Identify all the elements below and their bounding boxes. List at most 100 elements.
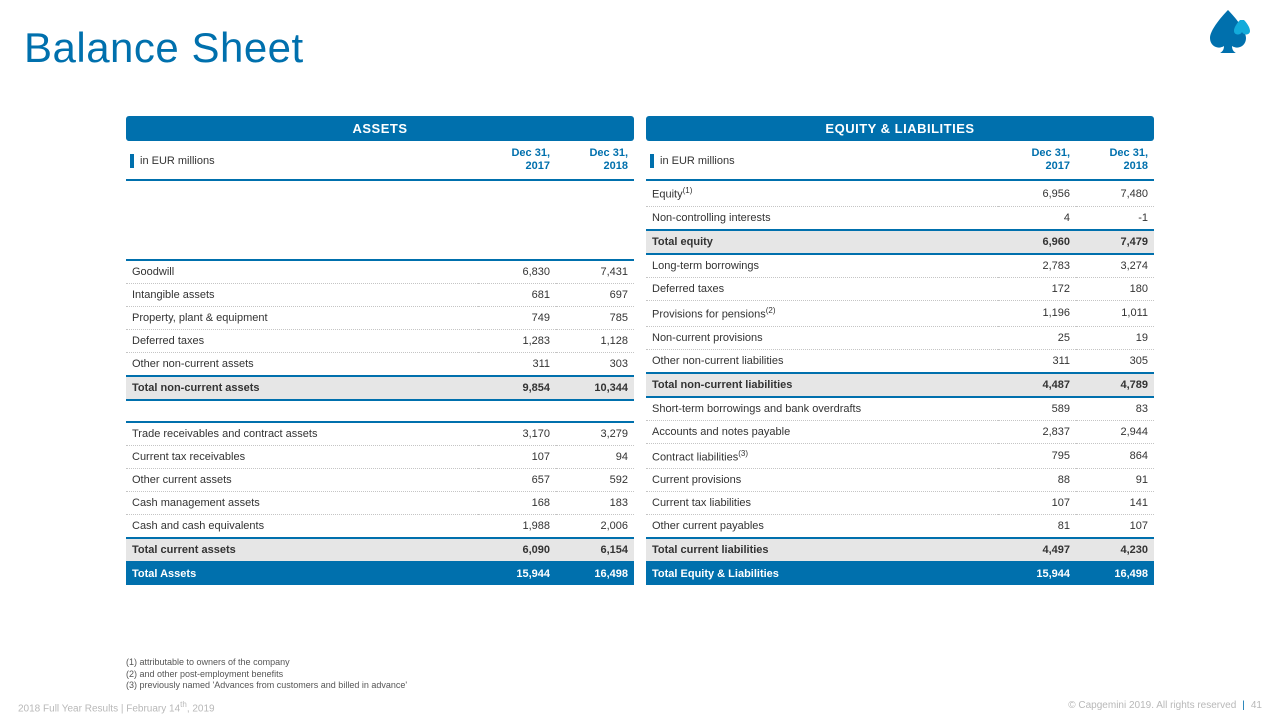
- table-row: Current tax receivables10794: [126, 446, 634, 469]
- table-row: Other current payables81107: [646, 515, 1154, 539]
- table-row: Provisions for pensions(2)1,1961,011: [646, 301, 1154, 327]
- row-label: Total Equity & Liabilities: [646, 562, 998, 585]
- table-row: Goodwill6,8307,431: [126, 260, 634, 284]
- cell-2018: 2,944: [1076, 420, 1154, 443]
- cell-2017: 4,497: [998, 538, 1076, 562]
- cell-2017: 81: [998, 515, 1076, 539]
- row-label: Current tax receivables: [126, 446, 478, 469]
- table-row: Long-term borrowings2,7833,274: [646, 254, 1154, 278]
- cell-2017: 9,854: [478, 376, 556, 400]
- table-row: Trade receivables and contract assets3,1…: [126, 422, 634, 446]
- table-row: Contract liabilities(3)795864: [646, 443, 1154, 469]
- cell-2018: 6,154: [556, 538, 634, 562]
- cell-2018: 16,498: [556, 562, 634, 585]
- page-title: Balance Sheet: [24, 24, 304, 72]
- cell-2017: 4: [998, 207, 1076, 231]
- row-label: Cash and cash equivalents: [126, 515, 478, 539]
- table-row: Total Equity & Liabilities15,94416,498: [646, 562, 1154, 585]
- row-label: Trade receivables and contract assets: [126, 422, 478, 446]
- cell-2018: 7,431: [556, 260, 634, 284]
- table-row: Total equity6,9607,479: [646, 230, 1154, 254]
- table-row: Total current assets6,0906,154: [126, 538, 634, 562]
- cell-2017: 795: [998, 443, 1076, 469]
- row-label: Other non-current assets: [126, 353, 478, 377]
- col-2018: Dec 31,2018: [556, 141, 634, 180]
- cell-2018: 16,498: [1076, 562, 1154, 585]
- cell-2018: 7,479: [1076, 230, 1154, 254]
- footnotes: (1) attributable to owners of the compan…: [126, 657, 407, 692]
- footnote: (3) previously named 'Advances from cust…: [126, 680, 407, 692]
- cell-2017: 681: [478, 284, 556, 307]
- row-label: Total non-current liabilities: [646, 373, 998, 397]
- row-label: Total current liabilities: [646, 538, 998, 562]
- cell-2018: 3,274: [1076, 254, 1154, 278]
- col-2017: Dec 31,2017: [998, 141, 1076, 180]
- cell-2018: 180: [1076, 278, 1154, 301]
- row-label: Total non-current assets: [126, 376, 478, 400]
- table-row: Other current assets657592: [126, 469, 634, 492]
- cell-2017: 2,837: [998, 420, 1076, 443]
- row-label: Deferred taxes: [646, 278, 998, 301]
- footnote: (2) and other post-employment benefits: [126, 669, 407, 681]
- table-row: Current tax liabilities107141: [646, 492, 1154, 515]
- footer-left: 2018 Full Year Results | February 14th, …: [18, 700, 215, 714]
- row-label: Other current payables: [646, 515, 998, 539]
- cell-2018: 183: [556, 492, 634, 515]
- row-label: Non-current provisions: [646, 326, 998, 349]
- cell-2017: 172: [998, 278, 1076, 301]
- cell-2018: 4,230: [1076, 538, 1154, 562]
- table-row: Property, plant & equipment749785: [126, 307, 634, 330]
- table-row: Cash and cash equivalents1,9882,006: [126, 515, 634, 539]
- cell-2018: 141: [1076, 492, 1154, 515]
- cell-2017: 88: [998, 469, 1076, 492]
- row-label: Property, plant & equipment: [126, 307, 478, 330]
- cell-2017: 1,196: [998, 301, 1076, 327]
- table-row: Other non-current liabilities311305: [646, 349, 1154, 373]
- cell-2018: 305: [1076, 349, 1154, 373]
- table-row: Cash management assets168183: [126, 492, 634, 515]
- cell-2017: 15,944: [478, 562, 556, 585]
- cell-2017: 2,783: [998, 254, 1076, 278]
- cell-2017: 6,830: [478, 260, 556, 284]
- unit-label: in EUR millions: [126, 141, 478, 180]
- row-label: Intangible assets: [126, 284, 478, 307]
- table-row: Total current liabilities4,4974,230: [646, 538, 1154, 562]
- cell-2017: 107: [478, 446, 556, 469]
- cell-2018: 4,789: [1076, 373, 1154, 397]
- table-row: Deferred taxes172180: [646, 278, 1154, 301]
- cell-2017: 1,988: [478, 515, 556, 539]
- assets-panel: ASSETS in EUR millions Dec 31,2017 Dec 3…: [126, 116, 634, 585]
- cell-2018: 785: [556, 307, 634, 330]
- cell-2018: 94: [556, 446, 634, 469]
- cell-2017: 1,283: [478, 330, 556, 353]
- cell-2018: 83: [1076, 397, 1154, 421]
- row-label: Short-term borrowings and bank overdraft…: [646, 397, 998, 421]
- cell-2017: 6,960: [998, 230, 1076, 254]
- row-label: Provisions for pensions(2): [646, 301, 998, 327]
- cell-2017: 657: [478, 469, 556, 492]
- spacer-row: [126, 180, 634, 260]
- row-label: Other non-current liabilities: [646, 349, 998, 373]
- table-row: Non-current provisions2519: [646, 326, 1154, 349]
- row-label: Accounts and notes payable: [646, 420, 998, 443]
- cell-2018: -1: [1076, 207, 1154, 231]
- cell-2018: 303: [556, 353, 634, 377]
- table-row: Intangible assets681697: [126, 284, 634, 307]
- row-label: Non-controlling interests: [646, 207, 998, 231]
- cell-2018: 592: [556, 469, 634, 492]
- cell-2017: 311: [998, 349, 1076, 373]
- cell-2018: 1,011: [1076, 301, 1154, 327]
- spade-logo-icon: [1204, 6, 1252, 59]
- assets-header: ASSETS: [126, 116, 634, 141]
- liab-header: EQUITY & LIABILITIES: [646, 116, 1154, 141]
- row-label: Equity(1): [646, 180, 998, 206]
- col-2018: Dec 31,2018: [1076, 141, 1154, 180]
- table-row: Other non-current assets311303: [126, 353, 634, 377]
- cell-2018: 107: [1076, 515, 1154, 539]
- cell-2017: 4,487: [998, 373, 1076, 397]
- row-label: Total equity: [646, 230, 998, 254]
- footer-bar: 2018 Full Year Results | February 14th, …: [18, 700, 1262, 714]
- table-row: Non-controlling interests4-1: [646, 207, 1154, 231]
- row-label: Other current assets: [126, 469, 478, 492]
- cell-2018: 19: [1076, 326, 1154, 349]
